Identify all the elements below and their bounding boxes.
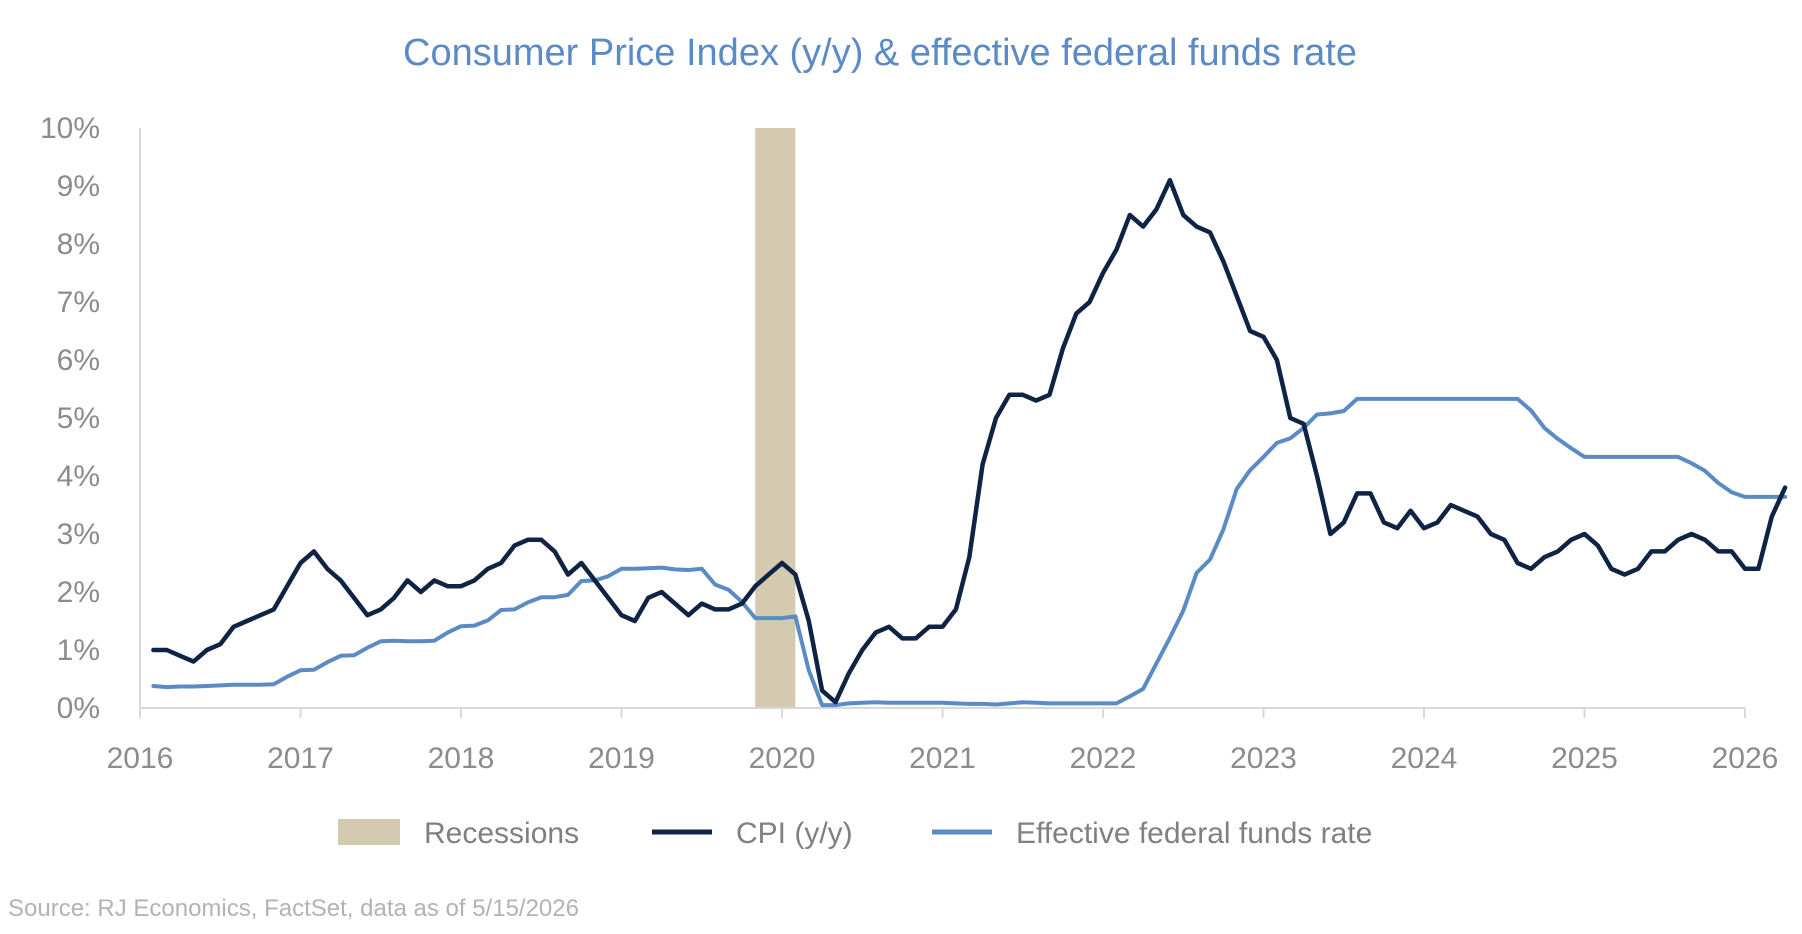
y-tick-label: 1% [57, 634, 100, 667]
y-tick-label: 3% [57, 518, 100, 551]
source-note: Source: RJ Economics, FactSet, data as o… [8, 895, 579, 922]
y-tick-label: 8% [57, 228, 100, 261]
x-tick-label: 2019 [588, 742, 655, 775]
y-tick-label: 5% [57, 402, 100, 435]
series-line-cpi [151, 177, 1788, 705]
y-tick-label: 4% [57, 460, 100, 493]
x-tick-label: 2016 [107, 742, 174, 775]
recession-band-0 [755, 128, 796, 708]
x-tick-label: 2020 [749, 742, 816, 775]
legend-label-cpi: CPI (y/y) [736, 817, 853, 850]
legend-swatch-recessions [338, 819, 400, 845]
y-tick-label: 9% [57, 170, 100, 203]
x-axis-ticks: 2016 2017 2018 2019 2020 2021 2022 2023 2024 2025… [107, 708, 1779, 775]
y-tick-label: 6% [57, 344, 100, 377]
x-tick-label: 2025 [1551, 742, 1618, 775]
y-tick-label: 2% [57, 576, 100, 609]
x-tick-label: 2021 [909, 742, 976, 775]
x-tick-label: 2026 [1712, 742, 1779, 775]
legend: Recessions CPI (y/y) Effective federal f… [338, 817, 1372, 850]
y-tick-label: 0% [57, 692, 100, 725]
x-tick-label: 2023 [1230, 742, 1297, 775]
chart-title: Consumer Price Index (y/y) & effective f… [403, 32, 1357, 74]
y-axis-ticks: 0% 1% 2% 3% 4% 5% 6% 7% 8% 9% 10% [40, 112, 100, 725]
y-tick-label: 10% [40, 112, 100, 145]
y-tick-label: 7% [57, 286, 100, 319]
series-layer [151, 177, 1788, 708]
x-tick-label: 2024 [1391, 742, 1458, 775]
x-tick-label: 2022 [1070, 742, 1137, 775]
plot-area: 0% 1% 2% 3% 4% 5% 6% 7% 8% 9% 10% 2016 2017 2018 2019… [40, 112, 1788, 775]
legend-label-recessions: Recessions [424, 817, 579, 850]
x-tick-label: 2018 [428, 742, 495, 775]
legend-label-fed-funds: Effective federal funds rate [1016, 817, 1372, 850]
series-line-fed-funds [151, 396, 1788, 708]
recession-band-layer [755, 128, 796, 708]
x-tick-label: 2017 [267, 742, 334, 775]
